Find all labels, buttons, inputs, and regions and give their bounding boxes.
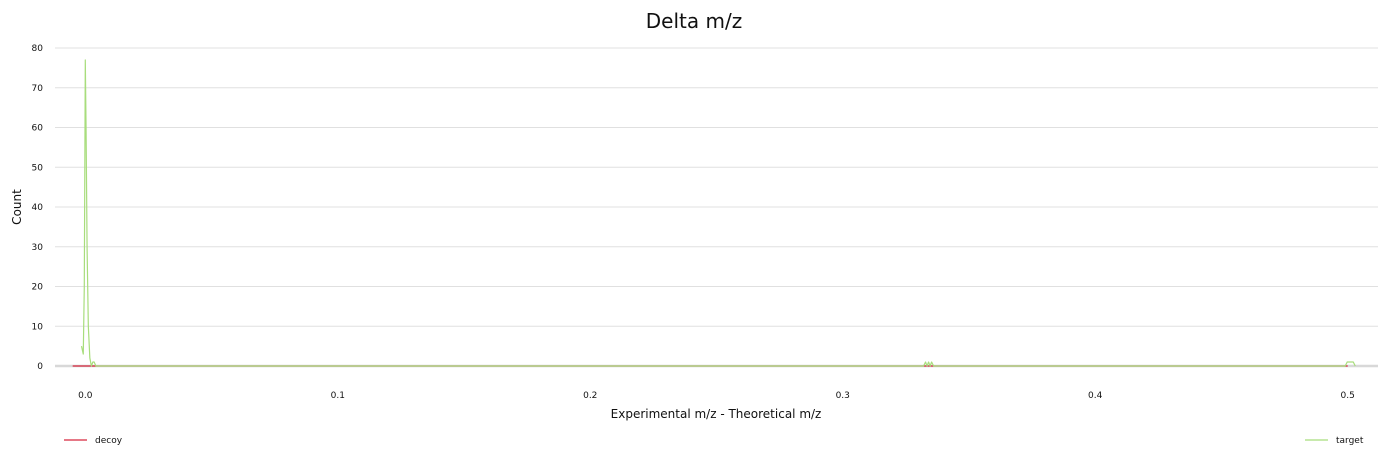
y-tick-label: 60 (32, 124, 44, 134)
x-tick-labels: 0.0 0.1 0.2 0.3 0.4 0.5 (78, 391, 1355, 401)
x-tick-label: 0.2 (583, 391, 597, 401)
y-tick-label: 70 (32, 84, 44, 94)
y-tick-label: 0 (37, 362, 43, 372)
legend-label-target: target (1336, 436, 1364, 446)
grid-lines (55, 47, 1378, 368)
x-tick-label: 0.0 (78, 391, 93, 401)
x-axis-label: Experimental m/z - Theoretical m/z (611, 407, 822, 421)
y-tick-label: 80 (32, 44, 44, 54)
legend-label-decoy: decoy (95, 436, 123, 446)
y-tick-label: 30 (32, 243, 44, 253)
x-tick-label: 0.5 (1341, 391, 1355, 401)
y-tick-label: 10 (32, 322, 44, 332)
chart-title: Delta m/z (646, 9, 742, 33)
x-tick-label: 0.4 (1088, 391, 1103, 401)
legend: decoy target (64, 436, 1364, 446)
x-tick-label: 0.3 (836, 391, 850, 401)
series-line-target (80, 59, 1356, 367)
y-tick-label: 40 (32, 203, 44, 213)
x-tick-label: 0.1 (331, 391, 345, 401)
series-layer (72, 59, 1356, 367)
y-tick-label: 20 (32, 283, 44, 293)
y-tick-labels: 0 10 20 30 40 50 60 70 80 (32, 44, 44, 372)
y-tick-label: 50 (32, 163, 44, 173)
y-axis-label: Count (10, 189, 24, 225)
